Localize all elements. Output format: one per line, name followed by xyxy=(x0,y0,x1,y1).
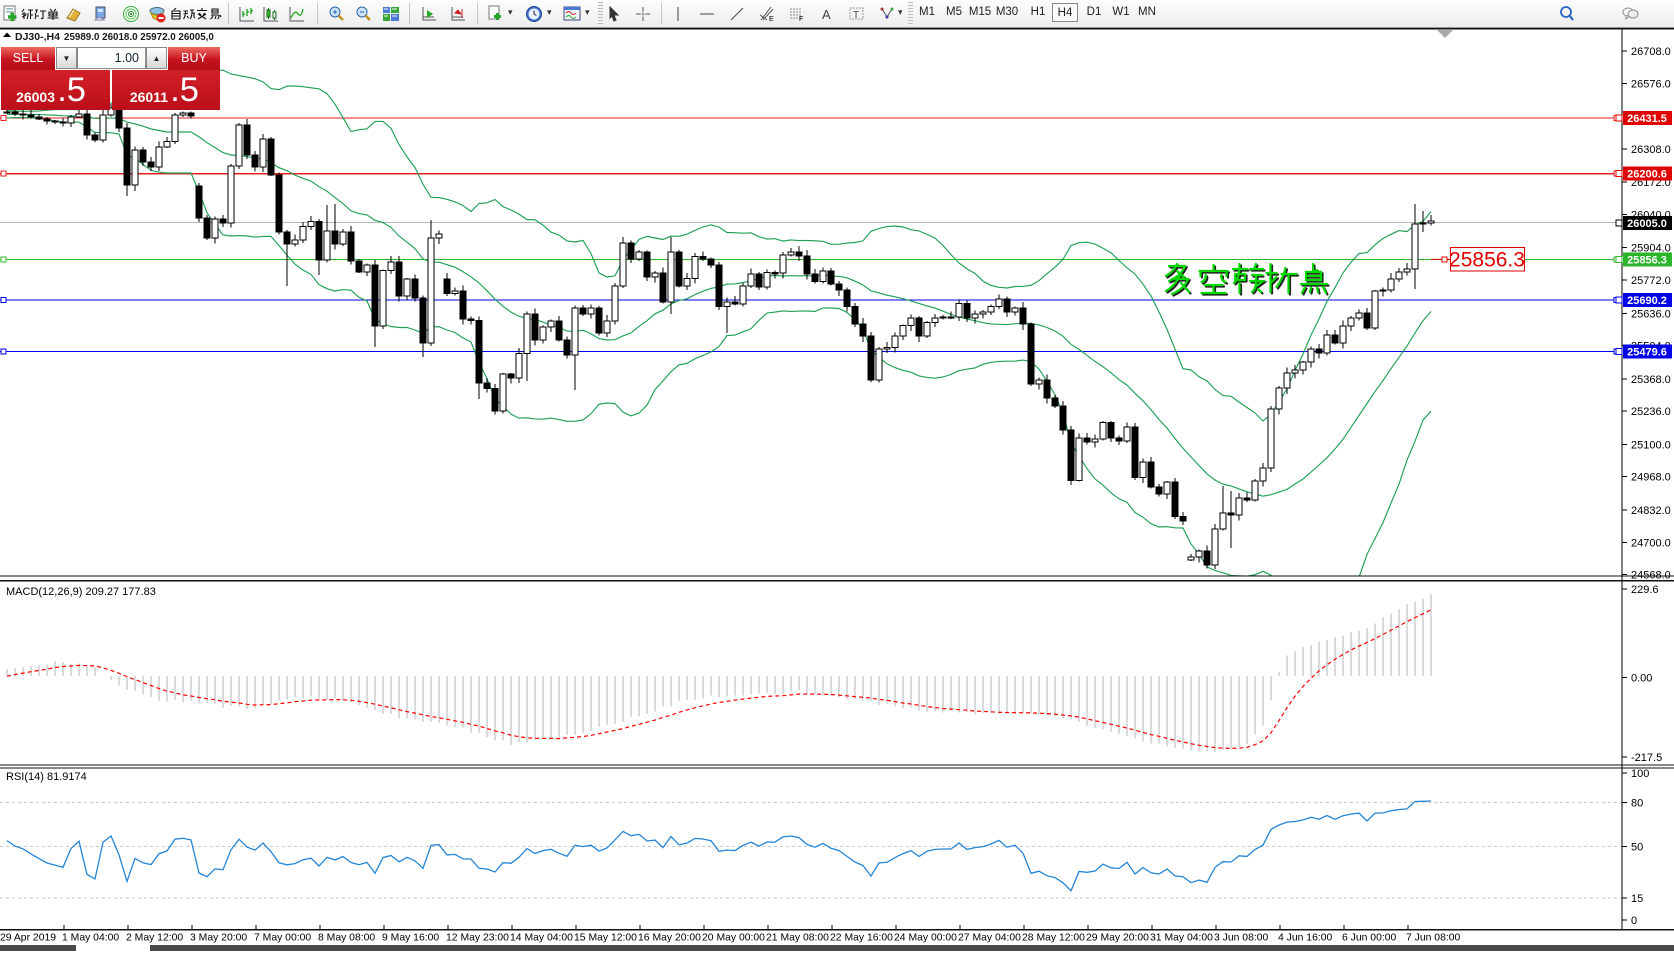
svg-text:T: T xyxy=(853,10,859,21)
svg-text:15 May 12:00: 15 May 12:00 xyxy=(574,933,637,944)
svg-text:1 May 04:00: 1 May 04:00 xyxy=(62,933,119,944)
svg-text:DJ30-,H4: DJ30-,H4 xyxy=(15,31,60,43)
svg-text:14 May 04:00: 14 May 04:00 xyxy=(510,933,573,944)
svg-text:25856.3: 25856.3 xyxy=(1449,249,1525,272)
svg-text:4 Jun 16:00: 4 Jun 16:00 xyxy=(1278,933,1333,944)
svg-text:25636.0: 25636.0 xyxy=(1631,308,1671,320)
svg-text:24 May 00:00: 24 May 00:00 xyxy=(894,933,957,944)
svg-text:50: 50 xyxy=(1631,842,1643,854)
svg-text:3 Jun 08:00: 3 Jun 08:00 xyxy=(1214,933,1269,944)
svg-text:31 May 04:00: 31 May 04:00 xyxy=(1150,933,1213,944)
svg-text:28 May 12:00: 28 May 12:00 xyxy=(1022,933,1085,944)
svg-text:RSI(14) 81.9174: RSI(14) 81.9174 xyxy=(6,771,87,783)
svg-text:0.00: 0.00 xyxy=(1631,673,1652,685)
svg-text:2 May 12:00: 2 May 12:00 xyxy=(126,933,183,944)
svg-text:3 May 20:00: 3 May 20:00 xyxy=(190,933,247,944)
svg-text:229.6: 229.6 xyxy=(1631,584,1659,596)
svg-text:26005.0: 26005.0 xyxy=(1627,218,1667,230)
svg-text:7 Jun 08:00: 7 Jun 08:00 xyxy=(1406,933,1461,944)
svg-text:-217.5: -217.5 xyxy=(1631,752,1662,764)
svg-text:25236.0: 25236.0 xyxy=(1631,406,1671,418)
svg-text:26708.0: 26708.0 xyxy=(1631,46,1671,58)
svg-text:25690.2: 25690.2 xyxy=(1627,295,1667,307)
svg-text:26576.0: 26576.0 xyxy=(1631,78,1671,90)
svg-text:0: 0 xyxy=(1631,915,1637,927)
svg-text:24568.0: 24568.0 xyxy=(1631,570,1671,582)
svg-text:29 Apr 2019: 29 Apr 2019 xyxy=(0,933,56,944)
svg-text:15: 15 xyxy=(1631,893,1643,905)
svg-text:25368.0: 25368.0 xyxy=(1631,374,1671,386)
svg-text:22 May 16:00: 22 May 16:00 xyxy=(830,933,893,944)
svg-text:25904.0: 25904.0 xyxy=(1631,243,1671,255)
svg-text:25856.3: 25856.3 xyxy=(1627,254,1667,266)
svg-text:80: 80 xyxy=(1631,797,1643,809)
svg-text:25100.0: 25100.0 xyxy=(1631,439,1671,451)
svg-text:16 May 20:00: 16 May 20:00 xyxy=(638,933,701,944)
svg-text:F: F xyxy=(799,16,803,23)
svg-text:24968.0: 24968.0 xyxy=(1631,472,1671,484)
svg-text:20 May 00:00: 20 May 00:00 xyxy=(702,933,765,944)
svg-text:9 May 16:00: 9 May 16:00 xyxy=(382,933,439,944)
svg-text:A: A xyxy=(822,7,831,22)
svg-text:25989.0 26018.0 25972.0 26005,: 25989.0 26018.0 25972.0 26005,0 xyxy=(64,32,214,43)
svg-text:25772.0: 25772.0 xyxy=(1631,275,1671,287)
svg-text:E: E xyxy=(769,16,774,23)
svg-text:12 May 23:00: 12 May 23:00 xyxy=(446,933,509,944)
svg-text:27 May 04:00: 27 May 04:00 xyxy=(958,933,1021,944)
svg-text:26200.6: 26200.6 xyxy=(1627,169,1667,181)
svg-text:24832.0: 24832.0 xyxy=(1631,505,1671,517)
svg-text:21 May 08:00: 21 May 08:00 xyxy=(766,933,829,944)
svg-text:24700.0: 24700.0 xyxy=(1631,537,1671,549)
svg-text:29 May 20:00: 29 May 20:00 xyxy=(1086,933,1149,944)
svg-text:100: 100 xyxy=(1631,768,1649,780)
svg-text:8 May 08:00: 8 May 08:00 xyxy=(318,933,375,944)
svg-text:6 Jun 00:00: 6 Jun 00:00 xyxy=(1342,933,1397,944)
svg-text:25479.6: 25479.6 xyxy=(1627,346,1667,358)
svg-text:26308.0: 26308.0 xyxy=(1631,144,1671,156)
svg-text:7 May 00:00: 7 May 00:00 xyxy=(254,933,311,944)
svg-text:MACD(12,26,9) 209.27 177.83: MACD(12,26,9) 209.27 177.83 xyxy=(6,586,156,598)
svg-text:26431.5: 26431.5 xyxy=(1627,113,1667,125)
